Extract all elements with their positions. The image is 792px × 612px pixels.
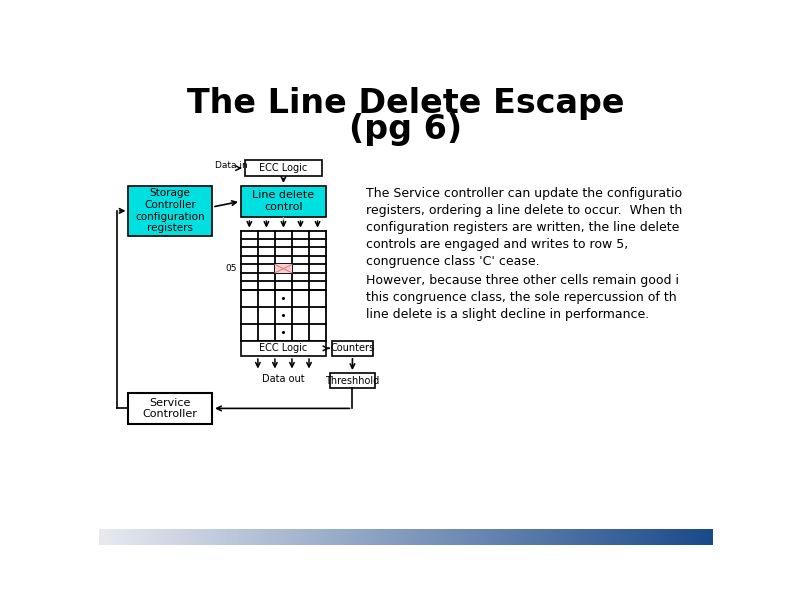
Bar <box>275 264 292 273</box>
Bar <box>245 160 322 176</box>
Text: ECC Logic: ECC Logic <box>259 343 307 353</box>
Bar <box>128 393 212 424</box>
Text: 05: 05 <box>226 264 237 273</box>
Text: Data out: Data out <box>262 374 305 384</box>
Text: Threshhold: Threshhold <box>326 376 379 386</box>
Bar <box>333 341 372 356</box>
Bar <box>241 186 326 217</box>
Text: Counters: Counters <box>330 343 375 353</box>
Text: The Service controller can update the configuratio
registers, ordering a line de: The Service controller can update the co… <box>367 187 683 269</box>
Bar <box>241 341 326 356</box>
Text: Data in: Data in <box>215 162 248 170</box>
Bar <box>128 186 212 236</box>
Bar <box>330 373 375 389</box>
Text: The Line Delete Escape: The Line Delete Escape <box>187 88 625 121</box>
Text: However, because three other cells remain good i
this congruence class, the sole: However, because three other cells remai… <box>367 274 680 321</box>
Text: (pg 6): (pg 6) <box>349 113 463 146</box>
Text: Storage
Controller
configuration
registers: Storage Controller configuration registe… <box>135 188 205 233</box>
Text: ECC Logic: ECC Logic <box>259 163 307 173</box>
Text: Line delete
control: Line delete control <box>253 190 314 212</box>
Text: Service
Controller: Service Controller <box>143 398 198 419</box>
